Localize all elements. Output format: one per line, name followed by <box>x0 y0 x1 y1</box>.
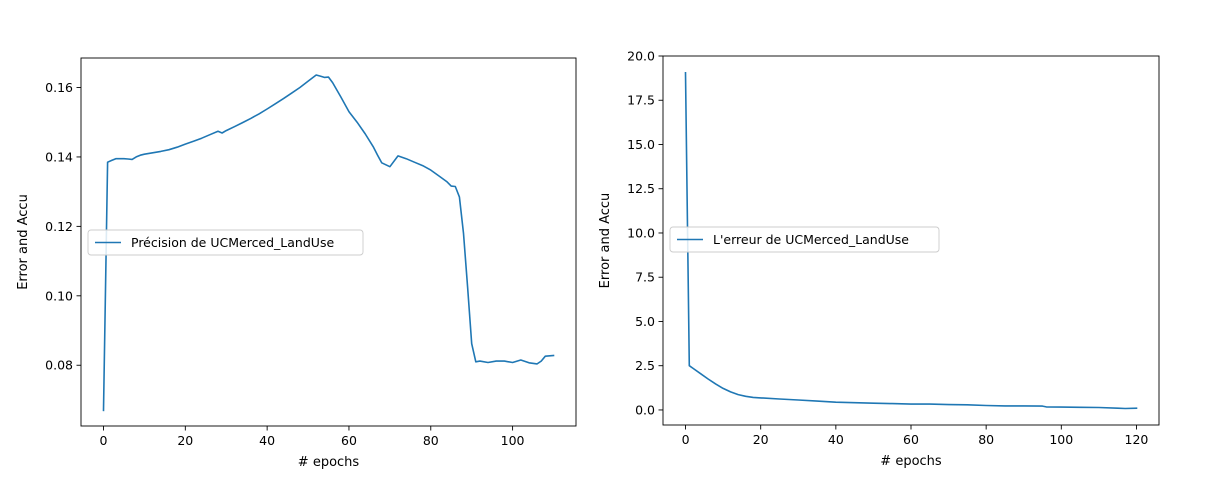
legend-box <box>669 226 940 253</box>
x-tick-label: 40 <box>259 433 275 448</box>
series-line <box>102 74 555 412</box>
plot-frame <box>80 57 577 427</box>
x-axis-label: # epochs <box>298 455 360 470</box>
y-tick-label: 10.0 <box>627 225 655 240</box>
legend: Précision de UCMerced_LandUse <box>87 229 364 256</box>
y-tick-label: 0.16 <box>45 80 73 95</box>
y-tick-label: 2.5 <box>635 358 655 373</box>
x-tick-label: 60 <box>903 432 919 447</box>
y-tick-label: 17.5 <box>627 93 655 108</box>
x-tick-label: 40 <box>828 432 844 447</box>
x-tick-label: 0 <box>682 432 690 447</box>
x-tick-label: 80 <box>978 432 994 447</box>
y-tick-label: 0.12 <box>45 219 73 234</box>
legend: L'erreur de UCMerced_LandUse <box>669 226 940 253</box>
y-axis-label: Error and Accu <box>16 194 31 290</box>
y-tick-label: 20.0 <box>627 49 655 64</box>
chart-precision: 0 20 40 60 80 100 0.08 0.10 0.12 0.14 0.16 # epochs… <box>16 57 577 470</box>
x-axis-label: # epochs <box>880 454 942 469</box>
y-tick-label: 0.08 <box>45 358 73 373</box>
y-tick-label: 0.14 <box>45 149 73 164</box>
y-axis-label: Error and Accu <box>598 193 613 289</box>
y-tick-label: 7.5 <box>635 270 655 285</box>
y-tick-label: 5.0 <box>635 314 655 329</box>
y-tick-label: 15.0 <box>627 137 655 152</box>
legend-box <box>87 229 364 256</box>
legend-entry: Précision de UCMerced_LandUse <box>131 235 334 250</box>
x-tick-label: 120 <box>1125 432 1149 447</box>
x-tick-label: 0 <box>100 433 108 448</box>
y-tick-label: 0.10 <box>45 288 73 303</box>
y-tick-label: 12.5 <box>627 181 655 196</box>
x-tick-label: 100 <box>1049 432 1073 447</box>
chart-error: 0 20 40 60 80 100 120 0.0 2.5 5.0 7.5 10.0 12.5 15.0 1… <box>598 49 1160 469</box>
x-tick-label: 100 <box>501 433 525 448</box>
y-tick-label: 0.0 <box>635 402 655 417</box>
x-tick-label: 80 <box>423 433 439 448</box>
x-tick-label: 20 <box>753 432 769 447</box>
x-tick-label: 60 <box>341 433 357 448</box>
legend-entry: L'erreur de UCMerced_LandUse <box>713 232 909 247</box>
x-tick-label: 20 <box>177 433 193 448</box>
series-line <box>684 71 1138 410</box>
